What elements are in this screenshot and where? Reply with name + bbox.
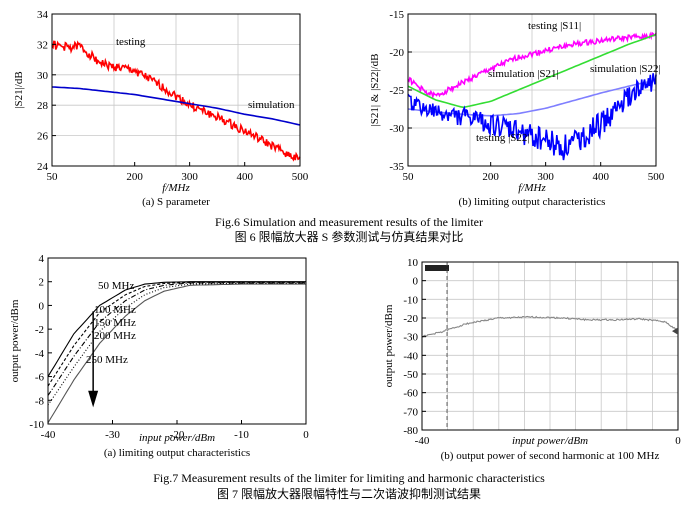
plot-frame bbox=[51, 13, 301, 167]
y-tick-label: -20 bbox=[389, 47, 404, 59]
fig6a-chart: 24 26 28 30 32 34 50 200 300 400 500 f/MHz |S21|/dB (… bbox=[13, 9, 309, 208]
reference-marker bbox=[672, 327, 678, 335]
y-tick-label: 26 bbox=[37, 131, 49, 143]
series-line-testing-s11- bbox=[407, 31, 657, 100]
subfigure-caption: (b) limiting output characteristics bbox=[459, 196, 606, 208]
y-tick-label: -35 bbox=[389, 161, 404, 173]
x-tick-label: 200 bbox=[482, 171, 499, 183]
y-tick-label: -80 bbox=[403, 425, 418, 437]
y-tick-label: -50 bbox=[403, 369, 418, 381]
x-tick-label: -20 bbox=[170, 429, 185, 441]
x-tick-label: -40 bbox=[415, 435, 430, 447]
y-tick-label: 0 bbox=[413, 276, 419, 288]
series-annotation: 50 MHz bbox=[98, 280, 134, 292]
series-annotation: simulation bbox=[248, 99, 295, 111]
y-axis-label: output power/dBm bbox=[9, 299, 21, 382]
fig7-caption-en: Fig.7 Measurement results of the limiter… bbox=[153, 471, 545, 485]
x-axis-label: input power/dBm bbox=[512, 435, 588, 447]
y-tick-label: 28 bbox=[37, 100, 49, 112]
series-annotation: simulation |S22| bbox=[590, 63, 661, 75]
series-line-testing bbox=[51, 40, 301, 162]
y-tick-label: -25 bbox=[389, 85, 404, 97]
fig7-caption-cn: 图 7 限幅放大器限幅特性与二次谐波抑制测试结果 bbox=[216, 487, 481, 501]
fig6-caption-en: Fig.6 Simulation and measurement results… bbox=[215, 215, 483, 229]
x-tick-label: -30 bbox=[105, 429, 120, 441]
y-tick-label: -4 bbox=[35, 348, 45, 360]
x-axis-label: f/MHz bbox=[162, 182, 190, 194]
x-tick-label: 500 bbox=[292, 171, 309, 183]
series-annotation: 100 MHz bbox=[94, 304, 136, 316]
series-line-second-harmonic bbox=[421, 315, 679, 338]
series-line-250-mhz bbox=[47, 283, 306, 424]
y-tick-label: 2 bbox=[39, 277, 45, 289]
y-tick-label: -40 bbox=[403, 350, 418, 362]
y-tick-label: -30 bbox=[403, 332, 418, 344]
y-tick-label: 0 bbox=[39, 300, 45, 312]
x-tick-label: 50 bbox=[403, 171, 415, 183]
series-line-150-mhz bbox=[47, 282, 306, 396]
series-line-200-mhz bbox=[47, 282, 306, 406]
y-tick-label: 4 bbox=[39, 253, 45, 265]
subfigure-caption: (a) S parameter bbox=[142, 196, 210, 208]
y-tick-label: 32 bbox=[37, 39, 48, 51]
series-annotation: 250 MHz bbox=[86, 354, 128, 366]
y-tick-label: -6 bbox=[35, 372, 45, 384]
series-annotation: 150 MHz bbox=[94, 317, 136, 329]
plot-frame bbox=[421, 261, 679, 431]
marker-block bbox=[425, 265, 449, 271]
y-axis-label: |S21| & |S22|/dB bbox=[369, 54, 381, 127]
y-tick-label: -30 bbox=[389, 123, 404, 135]
fig6-caption-cn: 图 6 限幅放大器 S 参数测试与仿真结果对比 bbox=[234, 230, 464, 244]
y-tick-label: -70 bbox=[403, 406, 418, 418]
x-tick-label: 0 bbox=[675, 435, 681, 447]
series-annotation: 200 MHz bbox=[94, 330, 136, 342]
y-tick-label: -20 bbox=[403, 313, 418, 325]
x-tick-label: 300 bbox=[537, 171, 554, 183]
plot-frame bbox=[47, 257, 307, 425]
series-annotation: testing |S11| bbox=[528, 20, 581, 32]
series-line-simulation-s21- bbox=[407, 33, 657, 109]
series-line-50-mhz bbox=[47, 281, 306, 377]
x-axis-label: f/MHz bbox=[518, 182, 546, 194]
y-tick-label: -60 bbox=[403, 388, 418, 400]
x-tick-label: 0 bbox=[303, 429, 309, 441]
x-tick-label: 400 bbox=[592, 171, 609, 183]
y-axis-label: |S21|/dB bbox=[13, 71, 25, 108]
y-tick-label: 10 bbox=[407, 257, 419, 269]
x-tick-label: 50 bbox=[47, 171, 59, 183]
y-axis-label: output power/dBm bbox=[383, 304, 395, 387]
y-tick-label: 34 bbox=[37, 9, 49, 21]
y-tick-label: -8 bbox=[35, 395, 45, 407]
series-line-testing-s22- bbox=[407, 73, 657, 161]
x-tick-label: 400 bbox=[236, 171, 253, 183]
x-tick-label: 500 bbox=[648, 171, 665, 183]
series-annotation: simulation |S21| bbox=[488, 68, 559, 80]
series-annotation: testing |S22| bbox=[476, 132, 530, 144]
y-tick-label: 30 bbox=[37, 70, 49, 82]
x-axis-label: input power/dBm bbox=[139, 432, 215, 444]
subfigure-caption: (b) output power of second harmonic at 1… bbox=[441, 450, 660, 462]
y-tick-label: -15 bbox=[389, 9, 404, 21]
x-tick-label: -10 bbox=[234, 429, 249, 441]
y-tick-label: -2 bbox=[35, 324, 44, 336]
trend-arrow-head bbox=[88, 390, 99, 408]
x-tick-label: -40 bbox=[41, 429, 56, 441]
y-tick-label: -10 bbox=[403, 294, 418, 306]
subfigure-caption: (a) limiting output characteristics bbox=[104, 447, 250, 459]
series-line-simulation bbox=[51, 86, 301, 126]
x-tick-label: 200 bbox=[126, 171, 143, 183]
series-line-100-mhz bbox=[47, 281, 306, 387]
y-tick-label: -10 bbox=[29, 419, 44, 431]
y-tick-label: 24 bbox=[37, 161, 49, 173]
x-tick-label: 300 bbox=[181, 171, 198, 183]
series-annotation: testing bbox=[116, 36, 146, 48]
